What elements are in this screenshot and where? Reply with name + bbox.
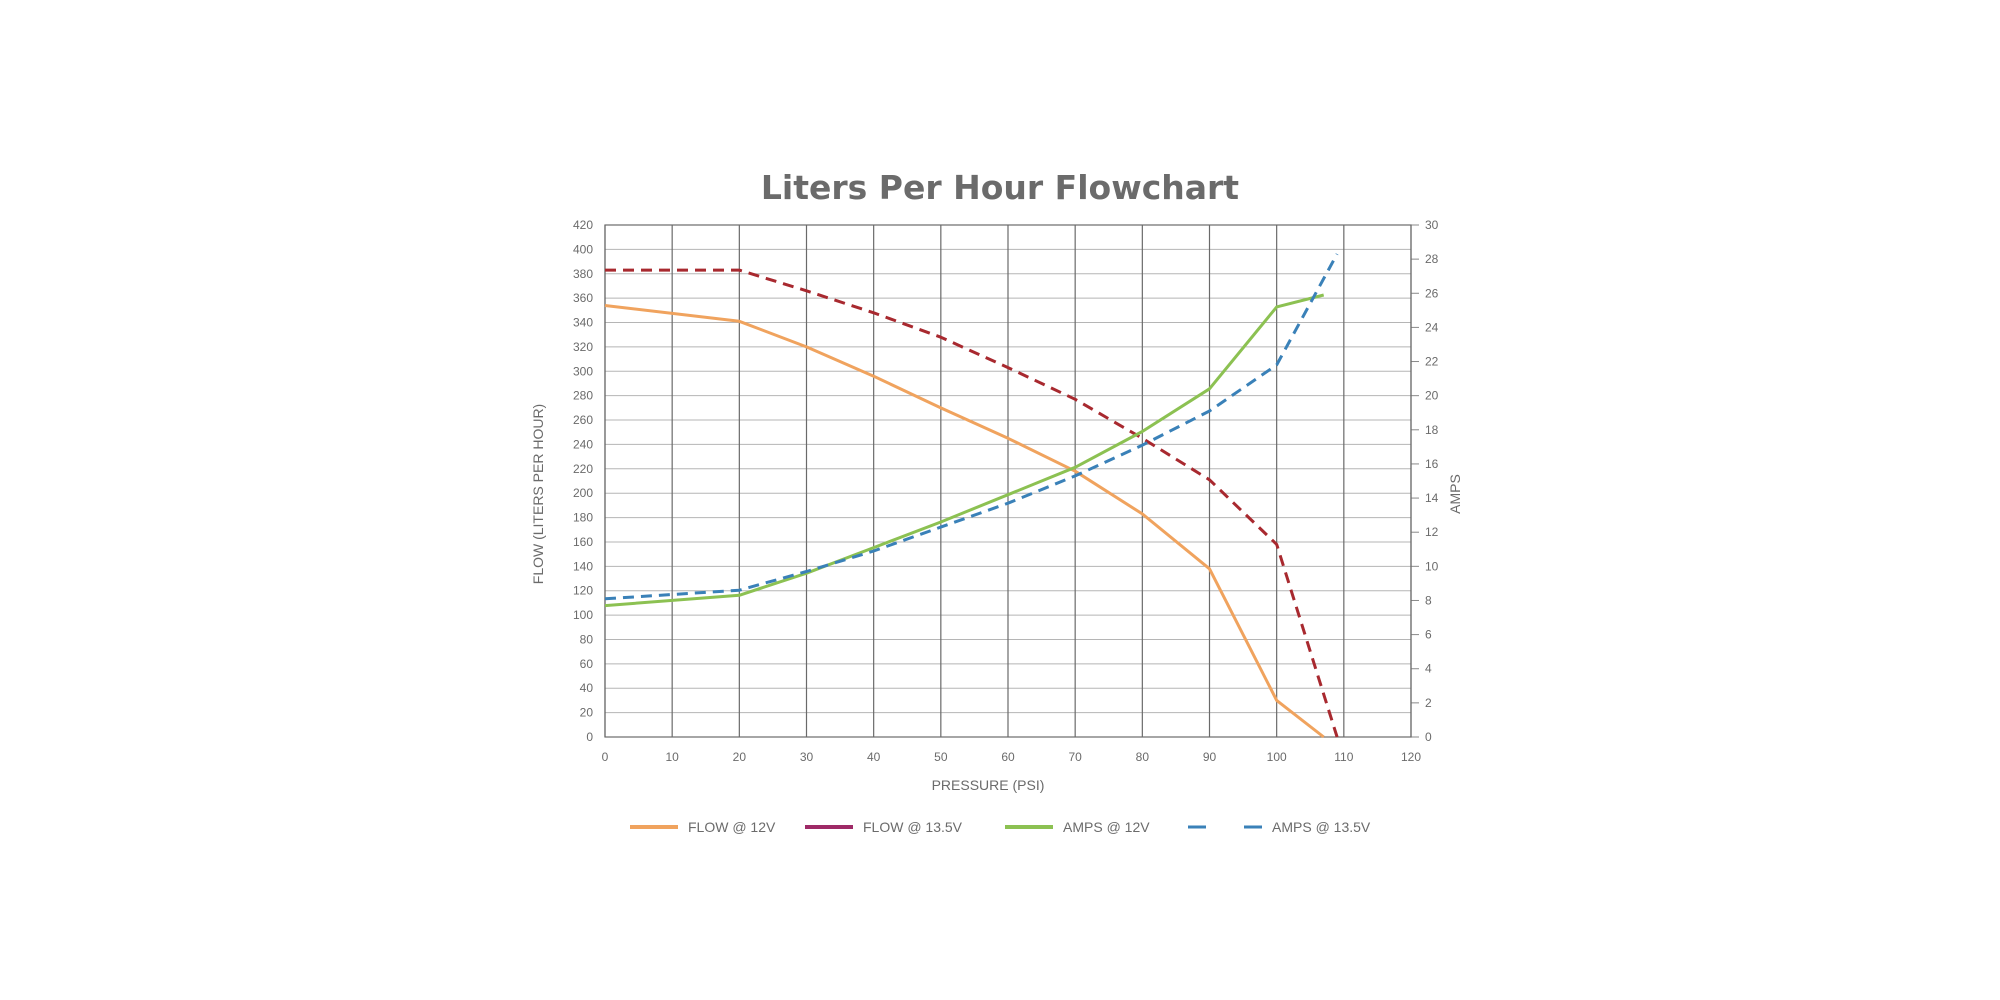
- x-tick-label: 90: [1203, 750, 1217, 764]
- y-tick-label: 340: [573, 316, 593, 330]
- y-tick-label: 80: [580, 632, 594, 646]
- x-tick-label: 10: [665, 750, 679, 764]
- x-tick-label: 70: [1068, 750, 1082, 764]
- y2-axis-title: AMPS: [1447, 474, 1463, 514]
- y-tick-label: 300: [573, 364, 593, 378]
- legend-label: AMPS @ 13.5V: [1272, 819, 1371, 835]
- series-layer: [604, 253, 1339, 739]
- y2-tick-label: 8: [1425, 593, 1432, 607]
- x-axis: 0 10 20 30 40 50 60 70 80 90 100 110 120: [602, 750, 1422, 764]
- legend-label: FLOW @ 12V: [688, 819, 776, 835]
- y2-tick-label: 16: [1425, 457, 1439, 471]
- x-tick-label: 30: [800, 750, 814, 764]
- x-tick-label: 110: [1334, 750, 1353, 764]
- y-tick-label: 320: [573, 340, 593, 354]
- x-tick-label: 40: [867, 750, 881, 764]
- legend-label: AMPS @ 12V: [1063, 819, 1150, 835]
- y-tick-label: 180: [573, 511, 593, 525]
- y-tick-label: 60: [580, 657, 594, 671]
- x-tick-label: 60: [1001, 750, 1015, 764]
- y2-tick-label: 30: [1425, 218, 1439, 232]
- y-tick-label: 260: [573, 413, 593, 427]
- x-tick-label: 20: [733, 750, 747, 764]
- y-tick-label: 420: [573, 218, 593, 232]
- y2-tick-label: 10: [1425, 559, 1439, 573]
- y-tick-label: 400: [573, 242, 593, 256]
- plot-frame: [604, 224, 1412, 738]
- y2-tick-label: 26: [1425, 286, 1439, 300]
- y-tick-label: 20: [580, 706, 594, 720]
- x-tick-label: 0: [602, 750, 609, 764]
- y-tick-label: 160: [573, 535, 593, 549]
- y-axis-title: FLOW (LITERS PER HOUR): [530, 404, 546, 584]
- y2-tick-label: 20: [1425, 389, 1439, 403]
- series-line-3: [604, 293, 1325, 608]
- chart-title: Liters Per Hour Flowchart: [760, 168, 1240, 207]
- x-axis-title: PRESSURE (PSI): [932, 777, 1045, 793]
- series-line-2: [605, 268, 1339, 738]
- y-tick-label: 0: [586, 730, 593, 744]
- y-tick-label: 240: [573, 437, 593, 451]
- legend-label: FLOW @ 13.5V: [863, 819, 963, 835]
- y2-tick-label: 6: [1425, 628, 1432, 642]
- y-tick-label: 380: [573, 267, 593, 281]
- series-line-1: [604, 304, 1325, 739]
- y2-tick-label: 12: [1425, 525, 1439, 539]
- y-tick-label: 220: [573, 462, 593, 476]
- left-axis: 0 20 40 60 80 100 120 140 160 180 200 220 240 260 280 3…: [573, 218, 593, 744]
- y2-tick-label: 4: [1425, 662, 1432, 676]
- x-tick-label: 100: [1267, 750, 1287, 764]
- x-tick-label: 120: [1401, 750, 1421, 764]
- y2-tick-label: 22: [1425, 355, 1439, 369]
- y2-tick-label: 0: [1425, 730, 1432, 744]
- x-tick-label: 50: [934, 750, 948, 764]
- y-tick-label: 360: [573, 291, 593, 305]
- y-tick-label: 100: [573, 608, 593, 622]
- y-tick-label: 120: [573, 584, 593, 598]
- series-line-4: [604, 253, 1339, 601]
- y2-tick-label: 2: [1425, 696, 1432, 710]
- legend: FLOW @ 12V FLOW @ 13.5V AMPS @ 12V AMPS @ 1…: [630, 819, 1371, 835]
- y2-tick-label: 18: [1425, 423, 1439, 437]
- y2-tick-label: 14: [1425, 491, 1439, 505]
- y2-tick-label: 24: [1425, 320, 1439, 334]
- y-tick-label: 200: [573, 486, 593, 500]
- y-tick-label: 280: [573, 389, 593, 403]
- y2-tick-label: 28: [1425, 252, 1439, 266]
- y-tick-label: 140: [573, 559, 593, 573]
- y-tick-label: 40: [580, 681, 594, 695]
- x-tick-label: 80: [1136, 750, 1150, 764]
